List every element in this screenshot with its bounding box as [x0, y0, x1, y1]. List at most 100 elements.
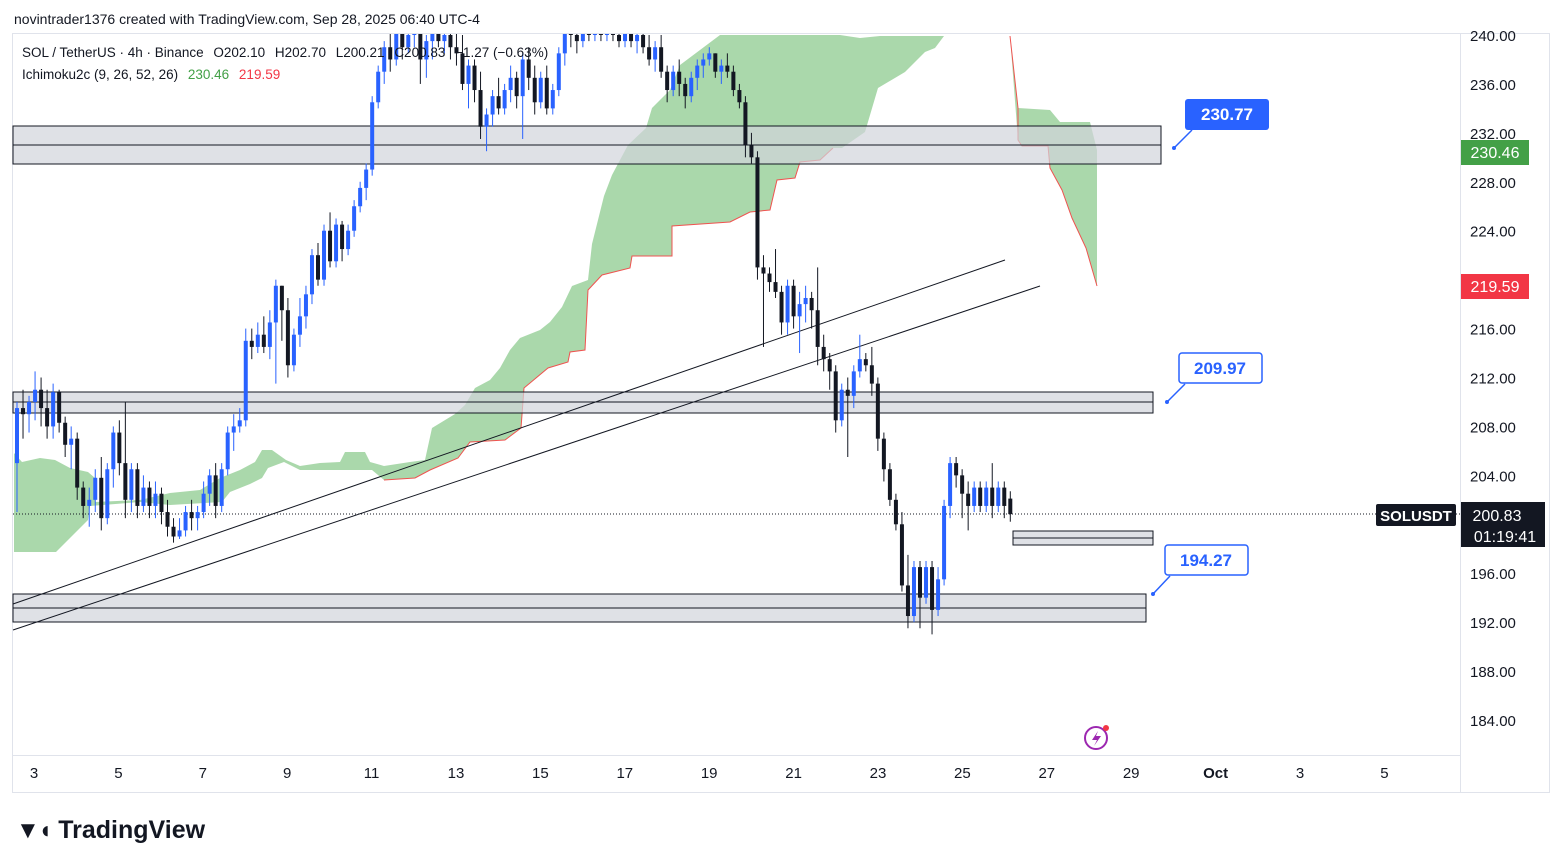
candle-body[interactable] [430, 34, 435, 42]
candle-body[interactable] [159, 493, 164, 513]
candle-body[interactable] [454, 47, 459, 54]
candle-body[interactable] [845, 389, 850, 396]
candle-body[interactable] [809, 297, 814, 311]
candle-body[interactable] [580, 34, 585, 42]
candle-body[interactable] [749, 145, 754, 158]
candle-body[interactable] [1002, 487, 1007, 506]
candle-body[interactable] [364, 169, 369, 188]
candle-body[interactable] [821, 346, 826, 360]
candle-body[interactable] [129, 469, 134, 500]
candle-body[interactable] [719, 65, 724, 72]
candle-body[interactable] [69, 438, 74, 445]
candle-body[interactable] [930, 567, 935, 610]
candle-body[interactable] [918, 567, 922, 598]
candle-body[interactable] [490, 96, 495, 115]
candle-body[interactable] [297, 316, 302, 335]
candle-body[interactable] [629, 34, 634, 42]
candle-body[interactable] [51, 392, 56, 427]
candle-body[interactable] [21, 408, 26, 415]
candle-body[interactable] [340, 224, 345, 250]
candle-body[interactable] [659, 47, 664, 72]
candle-body[interactable] [346, 230, 351, 250]
candle-body[interactable] [195, 512, 200, 519]
candle-body[interactable] [291, 334, 296, 366]
candle-body[interactable] [948, 463, 953, 506]
candle-body[interactable] [99, 477, 104, 519]
price-axis[interactable]: 240.00 236.00 232.00 228.00 224.00 216.00 212.… [1470, 28, 1516, 730]
candle-body[interactable] [899, 524, 904, 586]
candle-body[interactable] [316, 255, 320, 280]
candle-body[interactable] [592, 34, 597, 35]
candle-body[interactable] [990, 487, 995, 506]
candle-body[interactable] [255, 334, 260, 347]
candle-body[interactable] [261, 334, 266, 347]
candle-body[interactable] [514, 77, 519, 97]
candle-body[interactable] [905, 585, 910, 617]
candle-body[interactable] [249, 340, 254, 347]
candle-body[interactable] [39, 389, 44, 409]
candle-body[interactable] [942, 505, 947, 580]
candle-body[interactable] [641, 35, 646, 48]
candle-body[interactable] [623, 34, 628, 42]
candle-body[interactable] [448, 35, 453, 48]
candle-body[interactable] [436, 34, 441, 42]
candle-body[interactable] [334, 224, 339, 262]
candle-body[interactable] [863, 359, 868, 366]
candle-body[interactable] [671, 71, 676, 91]
candle-body[interactable] [460, 53, 465, 84]
candle-body[interactable] [45, 408, 50, 427]
trendlines[interactable] [12, 259, 1041, 631]
candle-body[interactable] [936, 579, 941, 610]
candle-body[interactable] [358, 187, 363, 207]
candle-body[interactable] [653, 47, 658, 60]
candle-body[interactable] [803, 297, 808, 305]
candle-body[interactable] [966, 493, 971, 506]
candle-body[interactable] [111, 432, 116, 470]
candle-body[interactable] [526, 59, 531, 78]
candle-body[interactable] [707, 53, 712, 60]
candle-body[interactable] [984, 487, 989, 506]
candle-body[interactable] [996, 487, 1001, 506]
candle-body[interactable] [701, 59, 706, 66]
candle-body[interactable] [231, 426, 236, 433]
candle-body[interactable] [237, 420, 242, 427]
candle-body[interactable] [382, 47, 387, 72]
candle-body[interactable] [683, 83, 688, 97]
candle-body[interactable] [797, 304, 802, 317]
candle-body[interactable] [352, 206, 357, 231]
candle-body[interactable] [647, 47, 652, 60]
candle-body[interactable] [81, 487, 86, 506]
candlestick-series[interactable] [15, 34, 1013, 635]
candle-body[interactable] [924, 567, 929, 598]
candle-body[interactable] [285, 310, 290, 366]
candle-body[interactable] [322, 230, 327, 280]
trendline-upper[interactable] [12, 259, 1006, 605]
candle-body[interactable] [791, 285, 796, 317]
callout-230[interactable]: 230.77 [1172, 99, 1269, 150]
candle-body[interactable] [147, 487, 152, 506]
candle-body[interactable] [171, 526, 176, 537]
candle-body[interactable] [117, 432, 122, 464]
candle-body[interactable] [538, 77, 543, 103]
candle-body[interactable] [761, 267, 766, 274]
candle-body[interactable] [785, 285, 790, 323]
candle-body[interactable] [63, 422, 68, 445]
candle-body[interactable] [586, 34, 591, 35]
legend-indicator[interactable]: Ichimoku2c (9, 26, 52, 26) [22, 67, 179, 82]
candle-body[interactable] [135, 469, 140, 506]
candle-body[interactable] [279, 285, 284, 311]
candle-body[interactable] [689, 77, 694, 97]
candle-body[interactable] [779, 291, 784, 323]
candle-body[interactable] [183, 512, 188, 531]
candle-body[interactable] [502, 90, 507, 109]
candle-body[interactable] [424, 41, 429, 60]
candle-body[interactable] [520, 59, 525, 97]
candle-body[interactable] [887, 469, 892, 500]
candle-body[interactable] [207, 475, 212, 494]
candle-body[interactable] [484, 114, 489, 127]
candle-body[interactable] [153, 493, 158, 506]
candle-body[interactable] [725, 65, 730, 72]
candle-body[interactable] [219, 469, 224, 506]
candle-body[interactable] [767, 273, 772, 283]
candle-body[interactable] [394, 34, 399, 60]
